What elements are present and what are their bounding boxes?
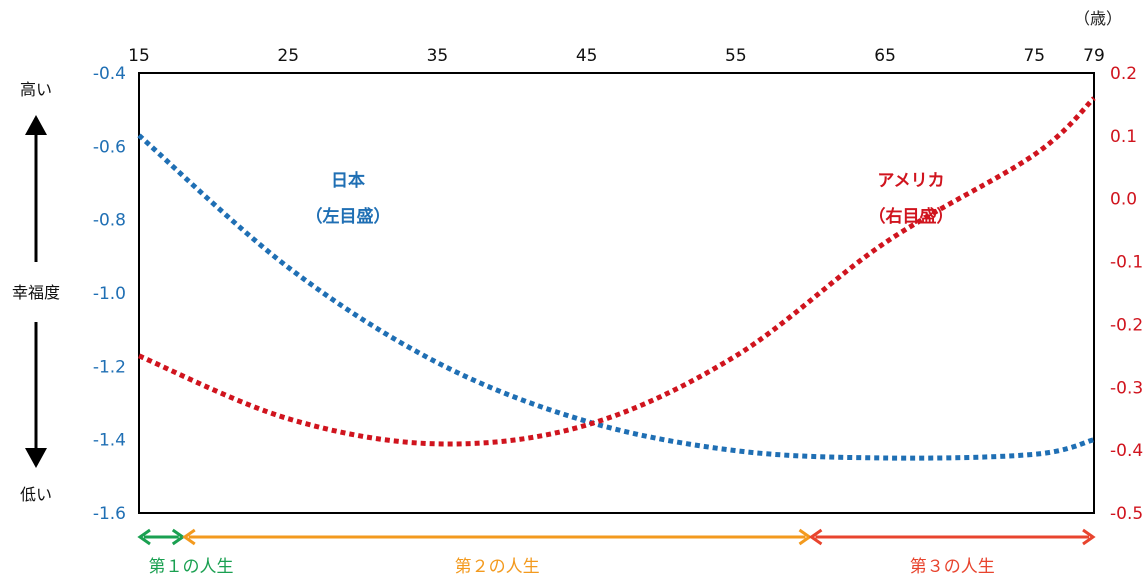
down-arrowhead-icon (25, 448, 47, 468)
x-tick-label: 79 (1083, 46, 1105, 66)
x-tick-label: 65 (874, 46, 896, 66)
x-tick-label: 25 (277, 46, 299, 66)
series-labels: 日本 （左目盛） アメリカ （右目盛） (306, 170, 954, 227)
stage-label: 第２の人生 (455, 557, 540, 577)
x-tick-label: 15 (128, 46, 150, 66)
right-tick-label: -0.5 (1110, 504, 1143, 524)
series-axis-label: （左目盛） (306, 206, 391, 227)
label-happiness: 幸福度 (12, 283, 60, 302)
left-tick-label: -1.6 (93, 504, 126, 524)
left-axis-ticks: -0.4 -0.6 -0.8 -1.0 -1.2 -1.4 -1.6 (93, 64, 126, 524)
label-high: 高い (20, 80, 52, 99)
left-tick-label: -0.6 (93, 137, 126, 157)
series-line-japan (137, 133, 1095, 461)
series-line-usa (138, 96, 1096, 447)
stage-label: 第１の人生 (149, 557, 234, 577)
up-arrowhead-icon (25, 115, 47, 135)
right-tick-label: -0.2 (1110, 315, 1143, 335)
series-name-label: 日本 (331, 170, 365, 191)
plot-frame (138, 72, 1095, 514)
right-tick-label: -0.3 (1110, 378, 1143, 398)
stage-arrow-left-icon (137, 528, 151, 546)
series-axis-label: （右目盛） (869, 206, 954, 227)
label-low: 低い (20, 485, 52, 504)
right-tick-label: 0.0 (1110, 190, 1137, 210)
right-tick-label: 0.1 (1110, 127, 1137, 147)
right-tick-label: -0.1 (1110, 253, 1143, 273)
left-tick-label: -1.4 (93, 431, 126, 451)
x-tick-label: 75 (1023, 46, 1045, 66)
x-tick-label: 35 (427, 46, 449, 66)
left-tick-label: -0.4 (93, 64, 126, 84)
left-tick-label: -1.0 (93, 284, 126, 304)
x-unit-label: （歳） (1074, 9, 1122, 28)
right-tick-label: -0.4 (1110, 441, 1143, 461)
left-tick-label: -0.8 (93, 211, 126, 231)
life-stages: 第１の人生 第２の人生 第３の人生 (137, 528, 1096, 577)
right-axis-ticks: 0.2 0.1 0.0 -0.1 -0.2 -0.3 -0.4 -0.5 (1110, 64, 1143, 524)
series-name-label: アメリカ (877, 171, 944, 191)
stage-label: 第３の人生 (910, 557, 995, 577)
stage-arrow-right-icon (1082, 528, 1096, 546)
x-tick-label: 45 (576, 46, 598, 66)
right-tick-label: 0.2 (1110, 64, 1137, 84)
left-tick-label: -1.2 (93, 357, 126, 377)
x-tick-labels: 15 25 35 45 55 65 75 79 (128, 46, 1105, 66)
stage-arrow-left-icon (808, 528, 823, 546)
series-lines (137, 96, 1096, 461)
x-tick-label: 55 (725, 46, 747, 66)
stage-arrow-left-icon (182, 528, 196, 546)
